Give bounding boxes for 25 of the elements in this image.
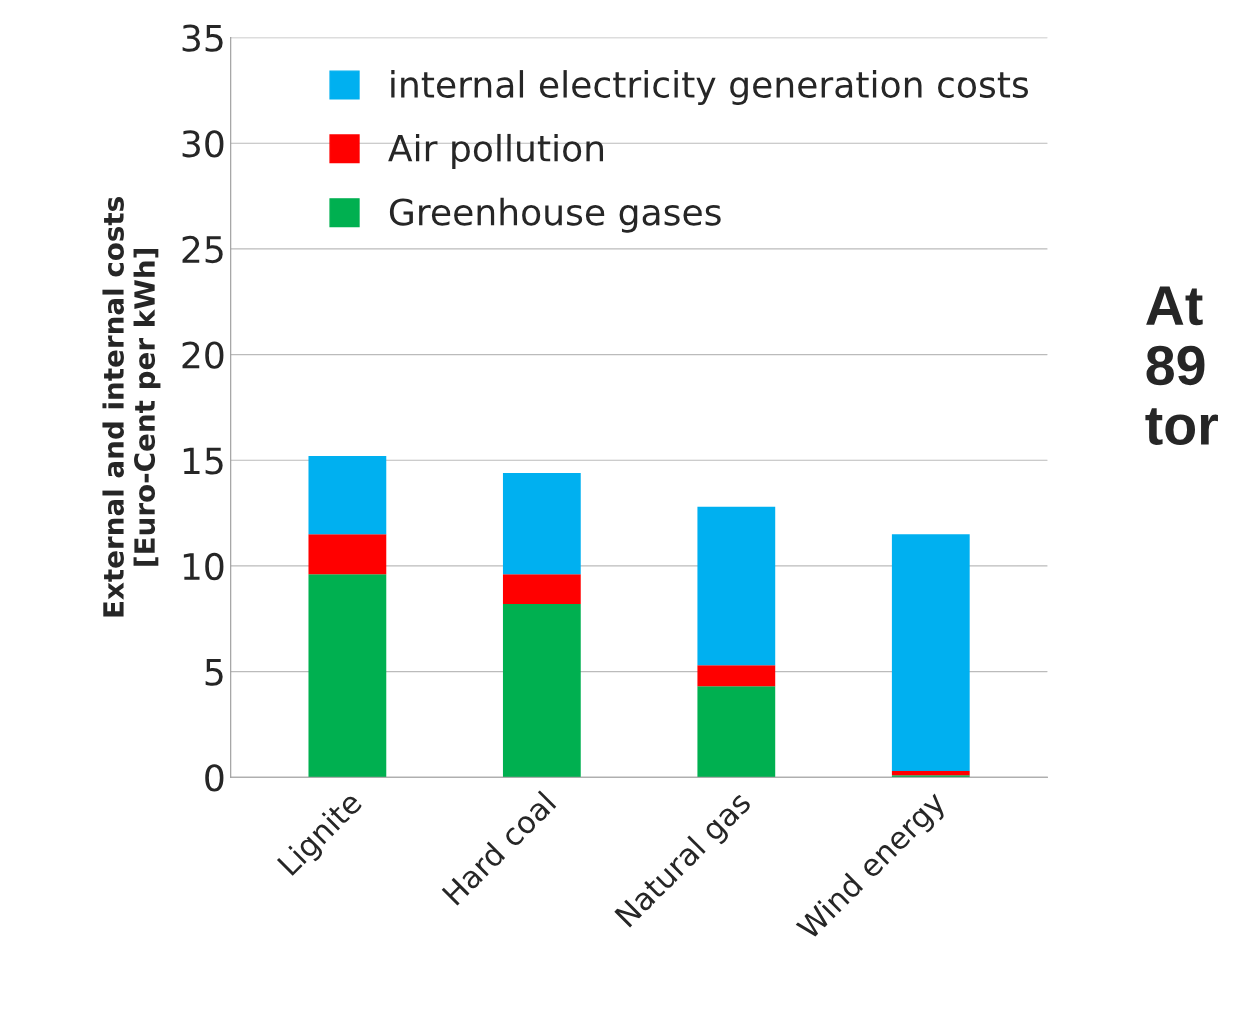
y-tick-label: 30 [182,130,224,158]
bar [697,665,776,687]
y-tick-label: 15 [183,447,223,475]
bar [891,775,970,778]
text: At 89 tor [1145,286,1218,445]
bar [308,574,387,778]
bar [891,534,970,771]
legend-label: internal electricity generation costs [391,70,1028,106]
y-tick-label: 0 [205,764,224,792]
bar [502,574,581,604]
y-tick-label: 25 [182,235,223,264]
bar [308,534,387,575]
y-axis-title: External and internal costs [Euro-Cent per kWh] [102,197,161,617]
bar [891,770,970,776]
y-tick-label: 10 [183,552,224,581]
y-tick-label: 20 [182,341,224,369]
bar [502,603,581,778]
y-tick-label: 35 [182,24,223,52]
y-tick-label: 5 [205,658,223,686]
bar [502,472,581,575]
bar [308,456,387,535]
legend-label: Greenhouse gases [389,197,721,233]
legend-label: Air pollution [388,133,604,169]
bar [697,506,776,666]
bar [697,686,776,778]
